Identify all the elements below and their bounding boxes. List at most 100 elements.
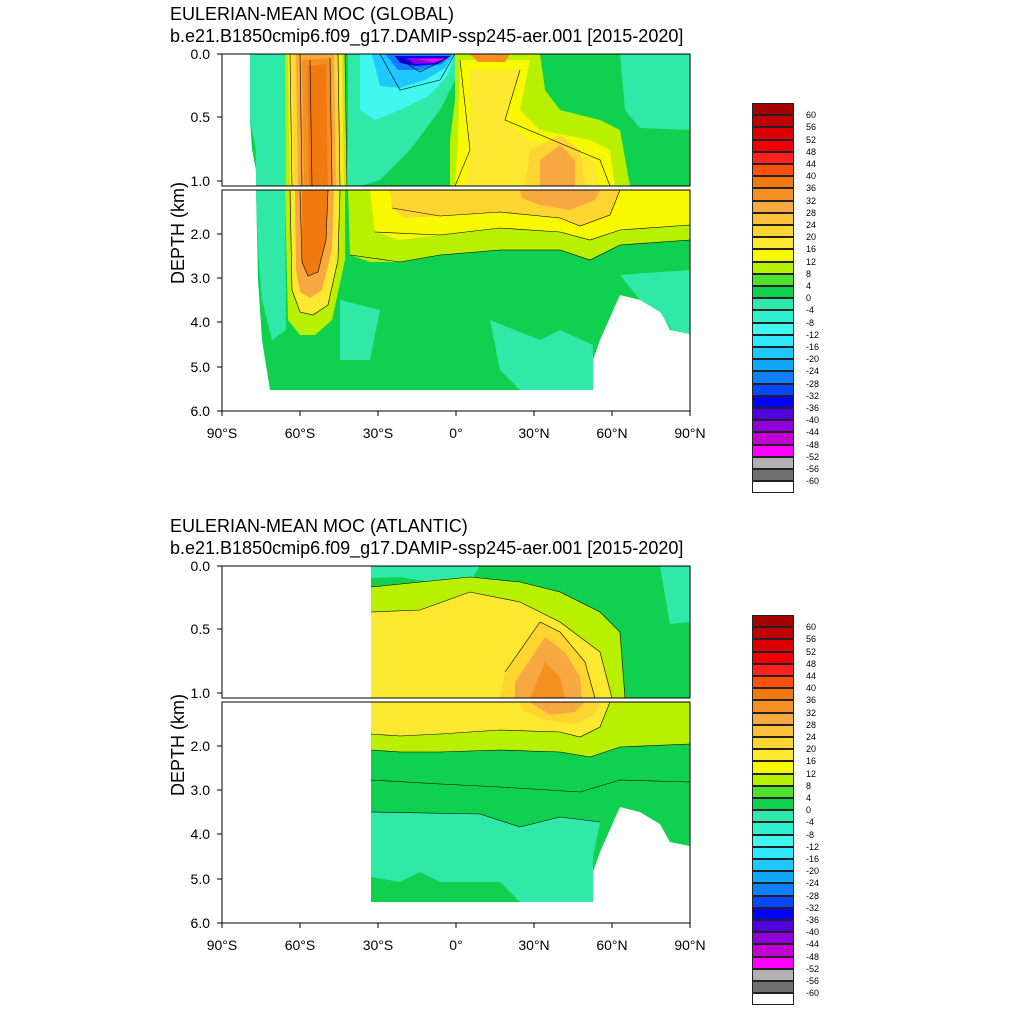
- colorbar-label: 4: [806, 281, 812, 291]
- colorbar-swatch: [752, 188, 794, 201]
- colorbar-swatch: [752, 932, 794, 945]
- colorbar-label: 36: [806, 183, 817, 194]
- colorbar-swatch: [752, 859, 794, 872]
- colorbar-label: -48: [806, 439, 820, 450]
- colorbar-swatch: [752, 688, 794, 701]
- moc-plot-atlantic: 0.0 0.5 1.0 2.0 3.0 4.0 5.0 6.0 90°S 60°…: [168, 558, 706, 953]
- colorbar-label: 48: [806, 146, 817, 157]
- colorbar-label: -24: [806, 366, 820, 377]
- chart-title: EULERIAN-MEAN MOC (GLOBAL): [170, 4, 455, 24]
- colorbar-swatch: [752, 907, 794, 920]
- x-tick-label: 0°: [449, 425, 462, 441]
- colorbar-label: 48: [806, 658, 817, 669]
- colorbar-swatch: [752, 968, 794, 981]
- colorbar-swatch: [752, 273, 794, 286]
- colorbar-swatch: [752, 261, 794, 274]
- colorbar-label: 12: [806, 256, 817, 267]
- colorbar-label: 56: [806, 634, 817, 645]
- colorbar-swatch: [752, 871, 794, 884]
- colorbar-label: -4: [806, 817, 815, 828]
- colorbar-swatch: [752, 310, 794, 323]
- colorbar-swatch: [752, 151, 794, 164]
- colorbar-label: 44: [806, 671, 817, 681]
- chart-subtitle: b.e21.B1850cmip6.f09_g17.DAMIP-ssp245-ae…: [170, 538, 684, 558]
- colorbar-swatch: [752, 993, 794, 1006]
- colorbar-label: -20: [806, 354, 820, 365]
- colorbar-swatch: [752, 103, 794, 116]
- atl-deep-zero-band: [371, 780, 690, 846]
- colorbar-swatch: [752, 298, 794, 311]
- x-tick-label: 90°N: [674, 937, 705, 953]
- colorbar-label: 4: [806, 793, 812, 803]
- moc-plot-global: 0.0 0.5 1.0 2.0 3.0 4.0 5.0 6.0 90°S 60°…: [168, 46, 706, 441]
- y-tick-label: 0.5: [191, 621, 211, 637]
- colorbar-label: -40: [806, 927, 820, 938]
- colorbar-label: -12: [806, 329, 820, 340]
- deep-neg-patch-2: [490, 320, 593, 390]
- colorbar-label: -48: [806, 951, 820, 962]
- y-tick-label: 0.0: [191, 46, 211, 62]
- y-tick-label: 1.0: [191, 173, 211, 189]
- deep-arctic-neg: [620, 270, 690, 334]
- colorbar-label: 0: [806, 805, 812, 816]
- colorbar-label: 32: [806, 195, 817, 206]
- y-axis-label: DEPTH (km): [168, 182, 188, 284]
- y-tick-label: 6.0: [191, 403, 211, 419]
- colorbar-swatch: [752, 420, 794, 433]
- x-tick-label: 30°S: [363, 937, 394, 953]
- colorbar-label: -16: [806, 854, 820, 864]
- plot-upper-global: [221, 53, 691, 187]
- colorbar-label: -60: [806, 988, 820, 999]
- colorbar-label: 20: [806, 232, 817, 243]
- x-tick-labels-atlantic: 90°S 60°S 30°S 0° 30°N 60°N 90°N: [207, 937, 706, 953]
- y-tick-label: 4.0: [191, 314, 211, 330]
- colorbar-swatch: [752, 785, 794, 798]
- colorbar-label: -16: [806, 342, 820, 352]
- colorbar-swatch: [752, 127, 794, 140]
- colorbar-global: 60 56 52 48 44 40 36 32 28 24 20 16 12 8 4 0 -4 -8 -12 -16-…: [752, 103, 832, 503]
- colorbar-swatch: [752, 395, 794, 408]
- axes-ticks-atlantic: [217, 565, 691, 928]
- colorbar-label: -4: [806, 305, 815, 316]
- plot-upper-atlantic: [221, 565, 691, 699]
- colorbar-label: -52: [806, 963, 820, 974]
- colorbar-label: 8: [806, 780, 812, 791]
- colorbar-label: 0: [806, 293, 812, 304]
- colorbar-label: -8: [806, 829, 815, 840]
- colorbar-label: 40: [806, 683, 817, 694]
- colorbar-label: 24: [806, 732, 817, 742]
- colorbar-swatch: [752, 651, 794, 664]
- field-negative-south: [250, 54, 286, 186]
- deacon-band-36: [307, 64, 328, 186]
- colorbar-label: -44: [806, 427, 820, 438]
- colorbar-label: -20: [806, 866, 820, 877]
- colorbar-label: -52: [806, 451, 820, 462]
- colorbar-swatch: [752, 895, 794, 908]
- colorbar-swatch: [752, 981, 794, 994]
- chart-panel-global: EULERIAN-MEAN MOC (GLOBAL) b.e21.B1850cm…: [168, 4, 832, 503]
- colorbar-label: -60: [806, 476, 820, 487]
- colorbar-label: 16: [806, 244, 817, 255]
- y-tick-labels-atlantic: 0.0 0.5 1.0 2.0 3.0 4.0 5.0 6.0: [191, 558, 211, 931]
- colorbar-swatch: [752, 627, 794, 640]
- colorbar-swatch: [752, 286, 794, 299]
- colorbar-swatch: [752, 810, 794, 823]
- colorbar-label: 28: [806, 719, 817, 730]
- colorbar-swatch: [752, 334, 794, 347]
- colorbar-swatch: [752, 456, 794, 469]
- colorbar-label: 40: [806, 171, 817, 182]
- colorbar-swatch: [752, 639, 794, 652]
- colorbar-label: -8: [806, 317, 815, 328]
- x-tick-label: 60°N: [596, 937, 627, 953]
- colorbar-swatch: [752, 212, 794, 225]
- chart-panel-atlantic: EULERIAN-MEAN MOC (ATLANTIC) b.e21.B1850…: [0, 512, 1024, 1024]
- colorbar-swatch: [752, 200, 794, 213]
- atl-arctic-neg: [660, 566, 690, 624]
- colorbar-swatch: [752, 724, 794, 737]
- colorbar-label: 52: [806, 134, 817, 145]
- colorbar-label: -40: [806, 415, 820, 426]
- colorbar-swatch: [752, 920, 794, 933]
- colorbar-swatch: [752, 383, 794, 396]
- colorbar-label: -28: [806, 378, 820, 389]
- north-trop-32: [470, 54, 510, 62]
